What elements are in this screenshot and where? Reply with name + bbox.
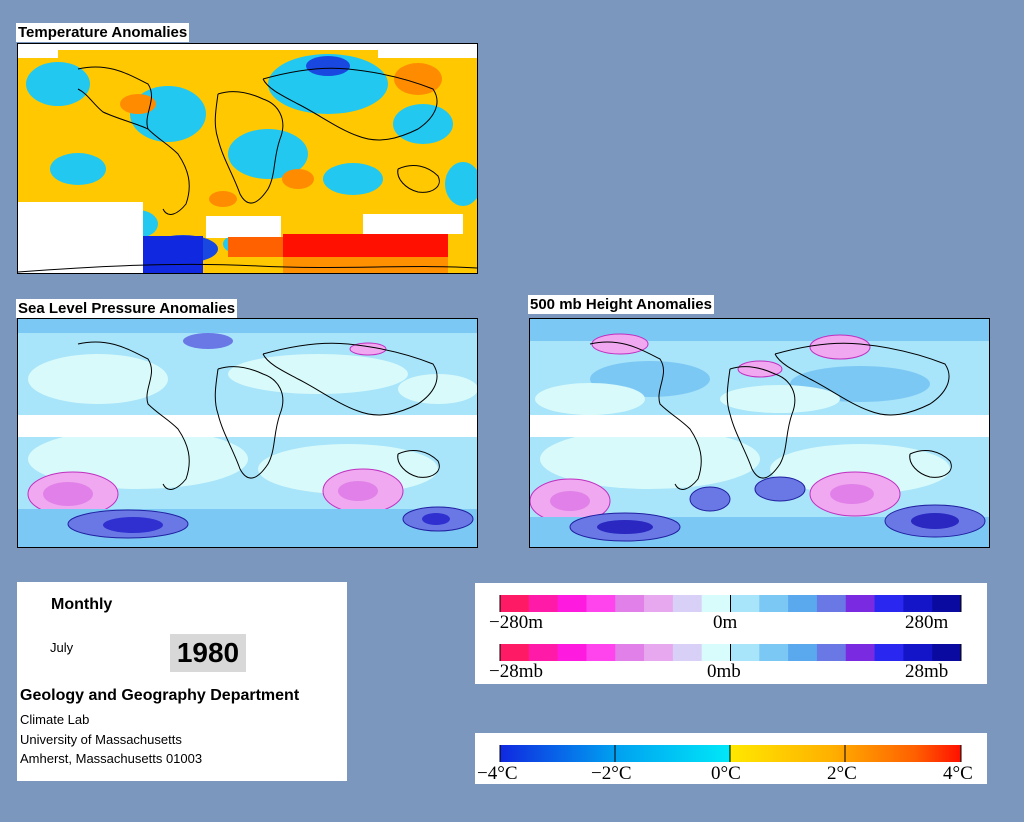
pressure-legend-swatch: [701, 644, 731, 661]
pressure-legend-swatch: [874, 644, 904, 661]
height500-map-graphic: [530, 319, 989, 547]
slp-map-graphic: [18, 319, 477, 547]
height-label-max: 280m: [905, 612, 949, 633]
height-legend-swatch: [644, 595, 674, 612]
pressure-legend-swatches: [499, 644, 962, 661]
period-label: Monthly: [51, 596, 113, 613]
height-label-min: −280m: [489, 612, 543, 633]
height-legend-swatch: [816, 595, 847, 612]
pressure-legend-swatch: [615, 644, 645, 661]
height-legend-swatch: [903, 595, 933, 612]
pressure-label-zero: 0mb: [707, 661, 741, 682]
height-legend-swatch: [672, 595, 703, 612]
height-label-zero: 0m: [713, 612, 738, 633]
address-line: Amherst, Massachusetts 01003: [20, 751, 203, 766]
temp-label-minus2: −2°C: [591, 763, 632, 784]
pressure-legend-swatch: [816, 644, 847, 661]
pressure-legend-swatch: [932, 644, 962, 661]
height-legend-swatch: [788, 595, 818, 612]
pressure-legend-swatch: [586, 644, 616, 661]
temp-label-plus2: 2°C: [827, 763, 857, 784]
info-panel: Monthly July 1980 Geology and Geography …: [17, 582, 347, 781]
height-legend-swatch: [845, 595, 876, 612]
height-legend-swatch: [586, 595, 616, 612]
height500-map-title: 500 mb Height Anomalies: [528, 295, 714, 314]
temperature-anomaly-map: [17, 43, 478, 274]
temp-label-plus4: 4°C: [943, 763, 973, 784]
pressure-legend-swatch: [644, 644, 674, 661]
temp-label-zero: 0°C: [711, 763, 741, 784]
temperature-map-title: Temperature Anomalies: [16, 23, 190, 42]
pressure-legend-swatch: [903, 644, 933, 661]
month-label: July: [50, 640, 74, 655]
temp-label-minus4: −4°C: [477, 763, 518, 784]
height-legend-swatch: [730, 595, 760, 612]
pressure-label-max: 28mb: [905, 661, 948, 682]
pressure-legend-swatch: [672, 644, 703, 661]
pressure-legend-swatch: [759, 644, 789, 661]
height500-anomaly-map: [529, 318, 990, 548]
pressure-legend-swatch: [845, 644, 876, 661]
slp-map-title: Sea Level Pressure Anomalies: [16, 299, 238, 318]
height-legend-swatch: [701, 595, 731, 612]
pressure-legend-swatch: [557, 644, 587, 661]
height-legend-swatch: [932, 595, 962, 612]
year-label: 1980: [170, 634, 246, 672]
university-line: University of Massachusetts: [20, 732, 182, 747]
pressure-legend-swatch: [730, 644, 760, 661]
pressure-legend-swatch: [500, 644, 530, 661]
height-legend-swatch: [500, 595, 530, 612]
height-legend-swatch: [759, 595, 789, 612]
pressure-label-min: −28mb: [489, 661, 543, 682]
lab-line: Climate Lab: [20, 712, 90, 727]
temperature-map-graphic: [18, 44, 477, 273]
height-legend-swatches: [499, 595, 962, 612]
temperature-legend: −4°C −2°C 0°C 2°C 4°C: [475, 733, 987, 784]
pressure-legend-swatch: [528, 644, 559, 661]
height-legend-swatch: [874, 595, 904, 612]
department-label: Geology and Geography Department: [20, 687, 300, 704]
height-pressure-legend: −280m 0m 280m −28mb 0mb 28mb: [475, 583, 987, 684]
height-legend-swatch: [615, 595, 645, 612]
height-legend-swatch: [528, 595, 559, 612]
slp-anomaly-map: [17, 318, 478, 548]
height-legend-swatch: [557, 595, 587, 612]
pressure-legend-swatch: [788, 644, 818, 661]
